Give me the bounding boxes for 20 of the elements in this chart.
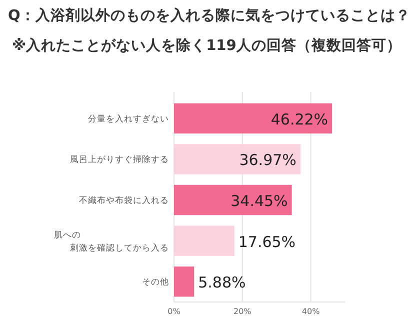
data-label: 36.97% <box>239 151 296 170</box>
data-label: 46.22% <box>270 110 328 128</box>
x-tick-label: 20% <box>234 307 252 316</box>
bar <box>174 266 194 297</box>
data-label: 34.45% <box>230 192 288 210</box>
bar <box>174 103 332 134</box>
bar <box>174 144 300 174</box>
chart-title: Q：入浴剤以外のものを入れる際に気をつけていることは？ <box>8 6 409 24</box>
data-label: 5.88% <box>198 274 246 292</box>
y-tick-label: その他 <box>142 276 169 288</box>
y-tick-label: 不織布や布袋に入れる <box>79 195 169 206</box>
x-tick-label: 40% <box>302 307 320 316</box>
bar <box>174 226 234 256</box>
x-tick-label: 0% <box>168 307 181 316</box>
y-tick-label: 分量を入れすぎない <box>88 113 169 124</box>
bar <box>174 184 292 216</box>
y-tick-label: 風呂上がりすぐ掃除する <box>70 154 169 166</box>
y-tick-label: 肌への刺激を確認してから入る <box>54 230 169 254</box>
data-label: 17.65% <box>238 232 296 251</box>
chart-subtitle: ※入れたことがない人を除く119人の回答（複数回答可） <box>12 37 402 54</box>
